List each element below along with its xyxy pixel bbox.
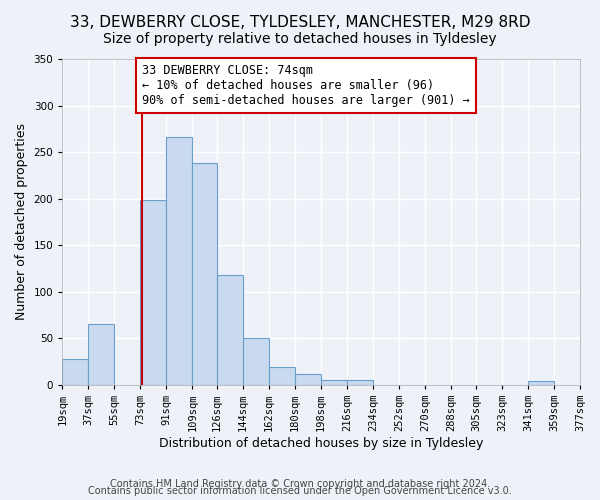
Bar: [140, 200, 166, 385]
Bar: [193, 164, 217, 385]
Bar: [528, 381, 554, 385]
Y-axis label: Number of detached properties: Number of detached properties: [15, 124, 28, 320]
Bar: [62, 359, 88, 385]
Text: Size of property relative to detached houses in Tyldesley: Size of property relative to detached ho…: [103, 32, 497, 46]
Text: Contains HM Land Registry data © Crown copyright and database right 2024.: Contains HM Land Registry data © Crown c…: [110, 479, 490, 489]
Bar: [88, 324, 115, 385]
Bar: [217, 275, 243, 385]
Bar: [166, 137, 193, 385]
Bar: [269, 367, 295, 385]
Text: 33, DEWBERRY CLOSE, TYLDESLEY, MANCHESTER, M29 8RD: 33, DEWBERRY CLOSE, TYLDESLEY, MANCHESTE…: [70, 15, 530, 30]
Bar: [347, 380, 373, 385]
Bar: [295, 374, 321, 385]
Bar: [243, 338, 269, 385]
X-axis label: Distribution of detached houses by size in Tyldesley: Distribution of detached houses by size …: [159, 437, 484, 450]
Bar: [321, 380, 347, 385]
Text: Contains public sector information licensed under the Open Government Licence v3: Contains public sector information licen…: [88, 486, 512, 496]
Text: 33 DEWBERRY CLOSE: 74sqm
← 10% of detached houses are smaller (96)
90% of semi-d: 33 DEWBERRY CLOSE: 74sqm ← 10% of detach…: [142, 64, 470, 106]
